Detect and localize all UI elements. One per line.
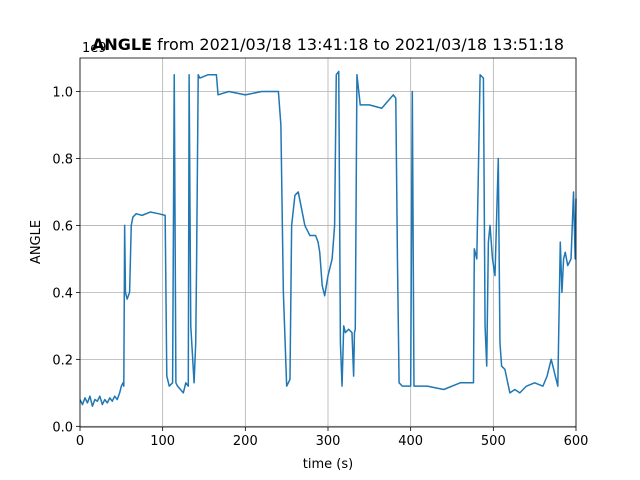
- title-bold: ANGLE: [92, 35, 152, 54]
- x-tick-label: 200: [233, 434, 258, 449]
- x-tick-label: 400: [398, 434, 423, 449]
- x-axis-label: time (s): [303, 457, 353, 472]
- x-tick-label: 100: [150, 434, 175, 449]
- x-tick-label: 0: [76, 434, 84, 449]
- line-series: [79, 70, 577, 407]
- y-tick-label: 0.6: [52, 219, 73, 234]
- y-tick-label: 0.8: [52, 152, 73, 167]
- axes-frame: [79, 57, 577, 428]
- x-tick-label: 500: [481, 434, 506, 449]
- x-tick-label: 600: [564, 434, 589, 449]
- y-tick-label: 0.0: [52, 420, 73, 435]
- y-axis-label: ANGLE: [29, 220, 44, 264]
- title-rest: from 2021/03/18 13:41:18 to 2021/03/18 1…: [157, 35, 564, 54]
- y-tick-label: 1.0: [52, 85, 73, 100]
- offset-text: 1e9: [82, 41, 107, 56]
- chart-title: ANGLE from 2021/03/18 13:41:18 to 2021/0…: [92, 35, 564, 54]
- y-tick-label: 0.4: [52, 286, 73, 301]
- x-tick-label: 300: [316, 434, 341, 449]
- y-tick-label: 0.2: [52, 353, 73, 368]
